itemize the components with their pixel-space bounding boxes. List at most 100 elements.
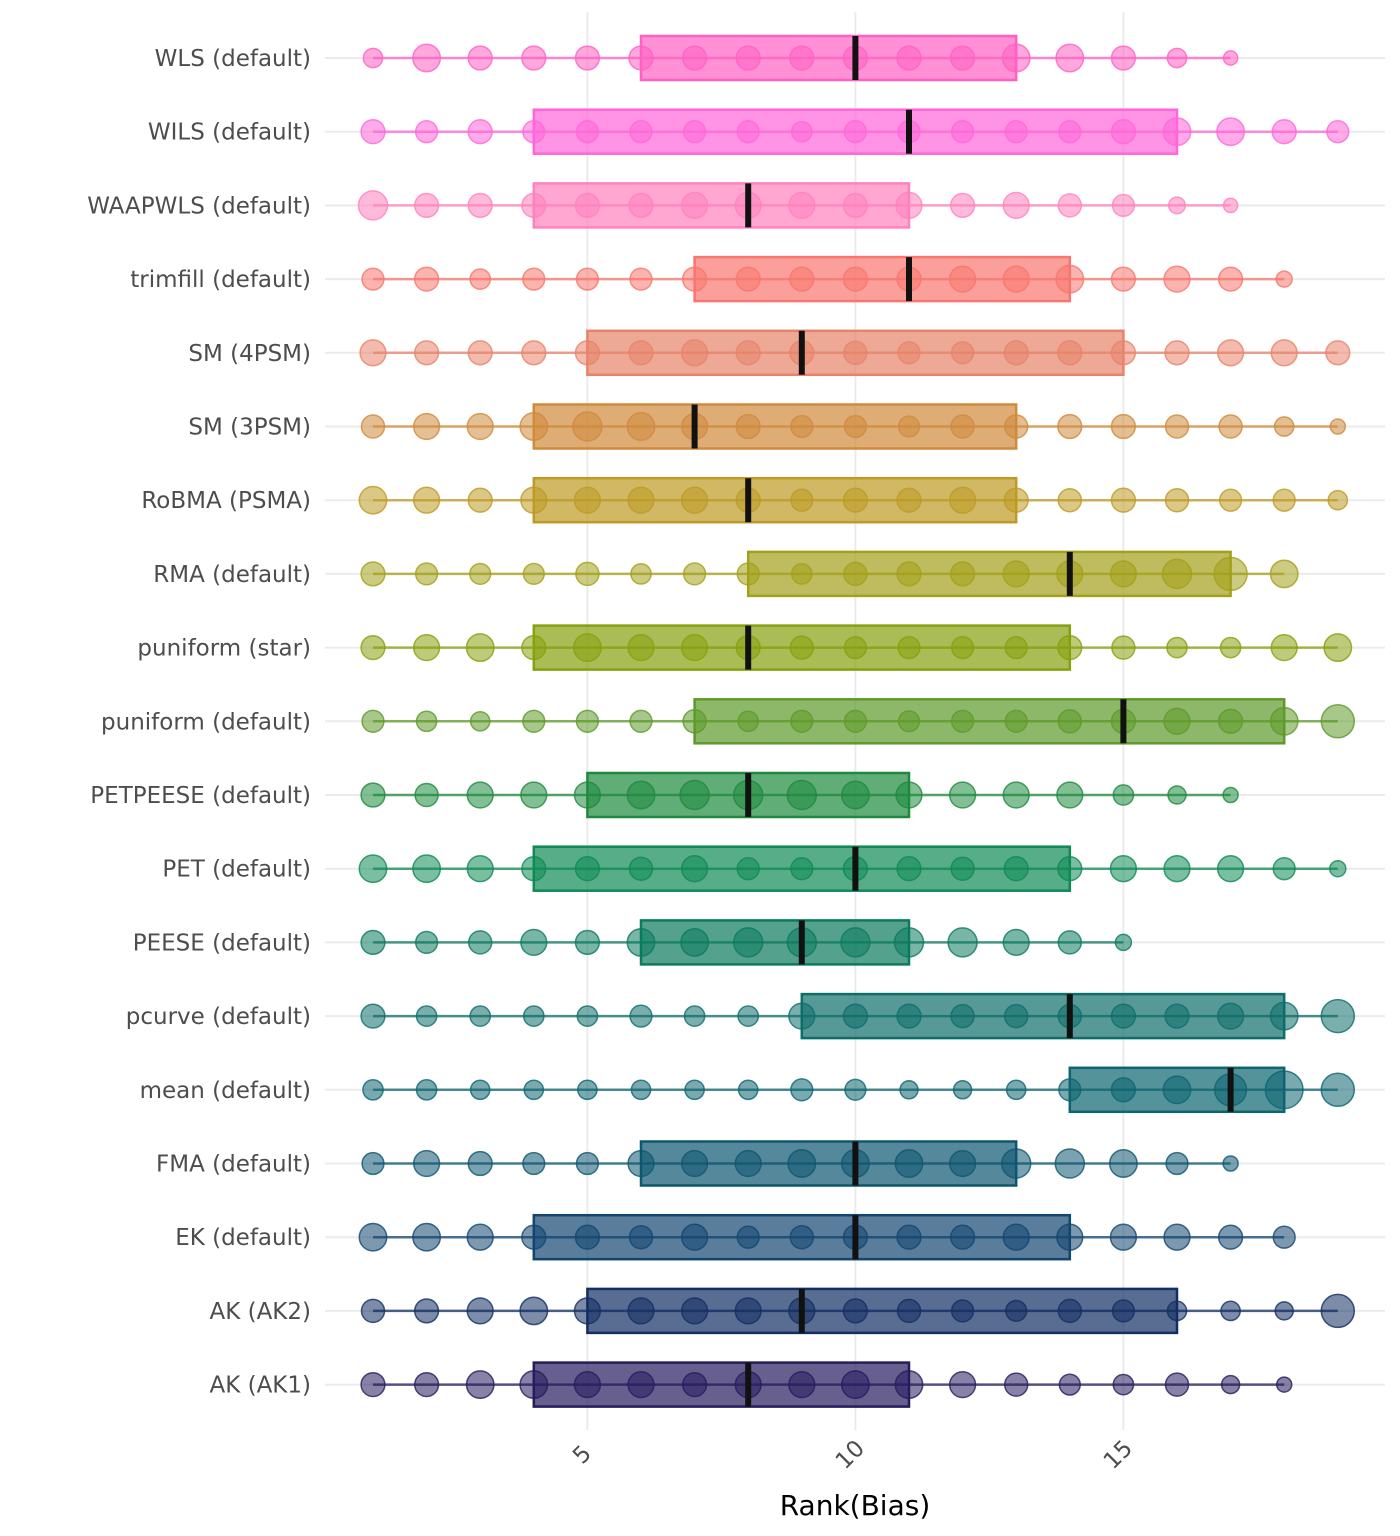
- data-point: [415, 1078, 438, 1101]
- data-point: [734, 1297, 762, 1325]
- data-point: [1164, 1003, 1190, 1029]
- data-point: [950, 120, 975, 144]
- data-point: [949, 192, 976, 219]
- x-tick-label: 10: [831, 1436, 870, 1475]
- row-10: PETPEESE (default): [90, 771, 1385, 819]
- data-point: [520, 486, 548, 514]
- data-point: [1216, 855, 1245, 883]
- row-label: puniform (default): [101, 709, 311, 735]
- data-point: [629, 120, 653, 144]
- data-point: [414, 562, 439, 586]
- data-point: [681, 1371, 708, 1398]
- data-point: [521, 340, 547, 366]
- data-point: [573, 486, 602, 514]
- row-label: FMA (default): [156, 1152, 311, 1178]
- data-point: [790, 488, 814, 512]
- data-point: [789, 635, 815, 660]
- data-point: [1273, 416, 1295, 437]
- data-point: [574, 929, 601, 956]
- data-point: [949, 45, 976, 71]
- data-point: [948, 486, 977, 514]
- data-point: [1272, 1225, 1296, 1249]
- data-point: [627, 1297, 655, 1325]
- row-9: puniform (default): [101, 698, 1385, 745]
- data-point: [843, 635, 868, 660]
- data-point: [789, 45, 815, 71]
- data-point: [466, 855, 494, 883]
- data-point: [737, 1079, 759, 1101]
- data-point: [1000, 1148, 1032, 1179]
- row-label: EK (default): [175, 1225, 311, 1251]
- data-point: [412, 412, 441, 441]
- data-point: [1166, 1300, 1188, 1322]
- data-point: [1057, 1298, 1083, 1324]
- data-point: [521, 1224, 547, 1250]
- data-point: [896, 1003, 922, 1029]
- data-point: [1056, 781, 1084, 809]
- data-point: [843, 340, 868, 366]
- data-point: [360, 414, 386, 439]
- data-point: [628, 856, 654, 881]
- data-point: [789, 1224, 815, 1250]
- data-point: [572, 633, 602, 663]
- data-point: [628, 45, 654, 71]
- data-point: [737, 1005, 760, 1027]
- data-point: [680, 191, 709, 220]
- data-point: [360, 929, 386, 956]
- data-point: [357, 190, 389, 221]
- data-point: [362, 1078, 384, 1101]
- row-15: FMA (default): [156, 1140, 1385, 1187]
- data-point: [1217, 708, 1244, 734]
- data-point: [359, 339, 387, 367]
- data-point: [950, 635, 975, 660]
- row-0: WLS (default): [155, 34, 1385, 82]
- data-point: [362, 47, 384, 69]
- data-point: [681, 45, 708, 71]
- data-point: [1110, 1003, 1137, 1029]
- data-point: [1110, 340, 1137, 366]
- data-point: [948, 1370, 977, 1399]
- x-axis-ticks: 5 10 15: [568, 1436, 1138, 1475]
- data-point: [896, 487, 922, 513]
- data-point: [896, 561, 922, 587]
- data-point: [789, 266, 815, 292]
- data-point: [361, 267, 385, 291]
- data-point: [360, 782, 386, 808]
- data-point: [1161, 558, 1193, 590]
- data-point: [1111, 193, 1136, 218]
- data-point: [1003, 1003, 1029, 1029]
- data-point: [1164, 340, 1190, 366]
- data-point: [1167, 196, 1187, 215]
- data-point: [1264, 1070, 1304, 1110]
- row-6: RoBMA (PSMA): [141, 476, 1385, 524]
- data-point: [522, 709, 546, 733]
- data-point: [627, 633, 655, 662]
- data-point: [736, 857, 760, 881]
- row-4: SM (4PSM): [188, 329, 1385, 377]
- iqr-box: [746, 550, 1232, 598]
- data-point: [1003, 340, 1029, 366]
- data-point: [1275, 1376, 1293, 1393]
- data-point: [1162, 117, 1192, 147]
- data-point: [1164, 414, 1190, 439]
- data-point: [1005, 1079, 1027, 1101]
- data-point: [843, 120, 868, 144]
- data-point: [1057, 634, 1083, 661]
- data-point: [842, 1003, 869, 1029]
- row-12: PEESE (default): [133, 919, 1385, 966]
- data-point: [1320, 704, 1356, 739]
- data-point: [414, 120, 439, 144]
- row-11: PET (default): [162, 845, 1385, 892]
- row-label: RoBMA (PSMA): [141, 488, 311, 514]
- data-point: [842, 192, 869, 219]
- data-point: [899, 1080, 919, 1100]
- data-point: [626, 927, 656, 957]
- data-point: [734, 1149, 762, 1178]
- data-point: [843, 709, 868, 733]
- data-point: [574, 856, 601, 882]
- data-point: [415, 710, 438, 733]
- data-point: [735, 45, 761, 71]
- data-point: [948, 1149, 977, 1178]
- data-point: [1270, 633, 1298, 662]
